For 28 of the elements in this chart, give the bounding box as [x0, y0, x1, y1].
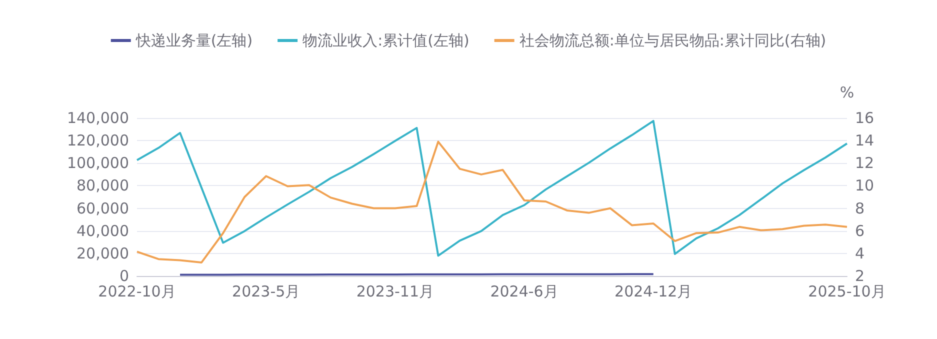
x-tick-label: 2023-5月	[232, 282, 300, 300]
legend-label: 物流业收入:累计值(左轴)	[302, 32, 470, 50]
y2-tick-label: 16	[855, 109, 874, 127]
y2-axis-title: %	[840, 84, 854, 102]
legend-label: 社会物流总额:单位与居民物品:累计同比(右轴)	[519, 32, 826, 50]
line-series	[136, 140, 848, 264]
y-tick-label: 80,000	[76, 176, 129, 195]
y2-tick-label: 14	[855, 132, 874, 150]
y2-tick-label: 6	[855, 222, 865, 240]
y-tick-label: 100,000	[66, 154, 129, 172]
y-tick-label: 20,000	[76, 244, 129, 262]
legend-label: 快递业务量(左轴)	[134, 32, 253, 50]
x-tick-label: 2022-10月	[98, 282, 176, 300]
y2-tick-label: 4	[855, 244, 865, 262]
y2-tick-label: 8	[855, 199, 865, 218]
x-tick-label: 2025-10月	[808, 282, 886, 300]
x-tick-label: 2023-11月	[356, 282, 434, 300]
y2-tick-label: 12	[855, 154, 874, 172]
y-tick-label: 140,000	[66, 109, 129, 127]
y2-tick-label: 2	[855, 267, 865, 285]
y2-tick-label: 10	[855, 176, 874, 195]
y-tick-label: 40,000	[76, 222, 129, 240]
y-tick-label: 120,000	[66, 132, 129, 150]
y-tick-label: 0	[119, 267, 129, 285]
x-tick-label: 2024-12月	[614, 282, 692, 300]
y-tick-label: 60,000	[76, 199, 129, 218]
line-series	[136, 120, 848, 257]
x-tick-label: 2024-6月	[490, 282, 558, 300]
